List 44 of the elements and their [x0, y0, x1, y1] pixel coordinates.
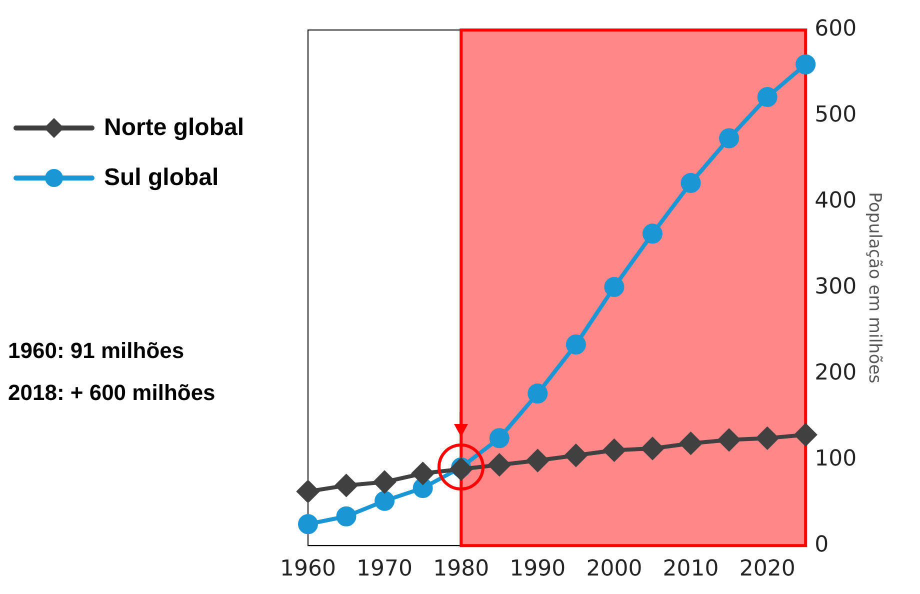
point — [335, 474, 358, 496]
point — [718, 428, 740, 451]
point — [374, 490, 395, 511]
point — [489, 428, 510, 448]
x-tick-label: 1960 — [280, 556, 336, 582]
y-tick-label: 100 — [814, 446, 857, 472]
y-tick-label: 500 — [814, 102, 857, 128]
point — [642, 437, 664, 460]
point — [566, 334, 586, 355]
point — [680, 172, 701, 193]
point — [297, 480, 319, 502]
legend-label: Sul global — [104, 164, 219, 192]
point — [528, 384, 548, 404]
x-tick-label: 1990 — [510, 556, 566, 582]
point — [719, 128, 740, 148]
y-axis-title: População em milhões — [864, 192, 884, 384]
point — [374, 471, 396, 494]
point — [336, 506, 356, 526]
point — [298, 514, 318, 534]
x-tick-label: 2000 — [586, 556, 642, 582]
point — [756, 427, 778, 450]
y-tick-label: 0 — [814, 532, 829, 558]
y-tick-label: 300 — [814, 274, 857, 300]
point — [412, 462, 434, 484]
point — [604, 276, 624, 297]
point — [564, 444, 587, 466]
point — [794, 424, 817, 446]
x-tick-label: 1970 — [356, 556, 413, 582]
text: 2018: + 600 milhões — [8, 380, 216, 407]
point — [526, 450, 549, 472]
x-tick-label: 2020 — [739, 556, 796, 582]
y-tick-label: 200 — [814, 360, 857, 386]
x-tick-label: 1980 — [433, 556, 490, 582]
point — [680, 432, 702, 454]
text: 1960: 91 milhões — [8, 338, 186, 365]
y-tick-label: 600 — [814, 16, 857, 42]
point — [796, 54, 816, 74]
point — [642, 224, 662, 244]
point — [488, 454, 510, 476]
x-tick-label: 2010 — [662, 556, 719, 582]
legend-label: Norte global — [104, 114, 244, 142]
y-tick-label: 400 — [814, 188, 857, 214]
point — [603, 439, 626, 462]
point — [757, 87, 778, 108]
